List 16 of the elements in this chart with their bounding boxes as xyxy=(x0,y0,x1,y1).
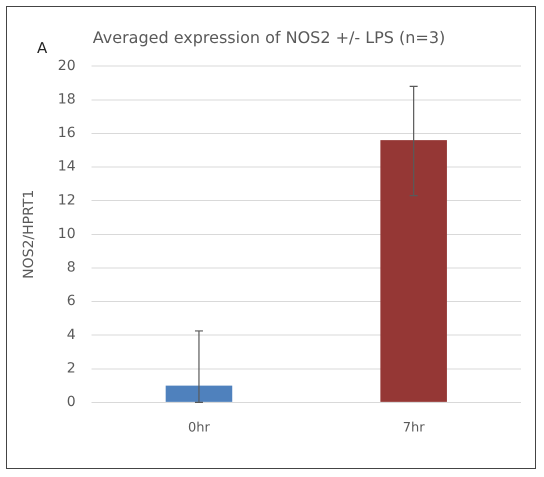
y-tick-label: 4 xyxy=(66,326,76,343)
x-tick-label: 7hr xyxy=(402,420,426,436)
chart-title: Averaged expression of NOS2 +/- LPS (n=3) xyxy=(92,28,446,47)
y-axis-title: NOS2/HPRT1 xyxy=(21,190,38,279)
y-tick-label: 10 xyxy=(58,226,76,242)
y-tick-label: 20 xyxy=(58,58,76,74)
x-tick-label: 0hr xyxy=(188,420,211,436)
y-tick-label: 6 xyxy=(66,293,76,310)
y-tick-label: 16 xyxy=(58,125,76,142)
y-tick-label: 12 xyxy=(58,192,76,208)
text: A xyxy=(37,39,48,57)
y-tick-label: 2 xyxy=(66,360,76,376)
y-tick-label: 8 xyxy=(66,260,76,276)
y-tick-label: 18 xyxy=(58,91,76,108)
y-tick-label: 14 xyxy=(58,158,76,175)
y-tick-label: 0 xyxy=(66,394,76,410)
